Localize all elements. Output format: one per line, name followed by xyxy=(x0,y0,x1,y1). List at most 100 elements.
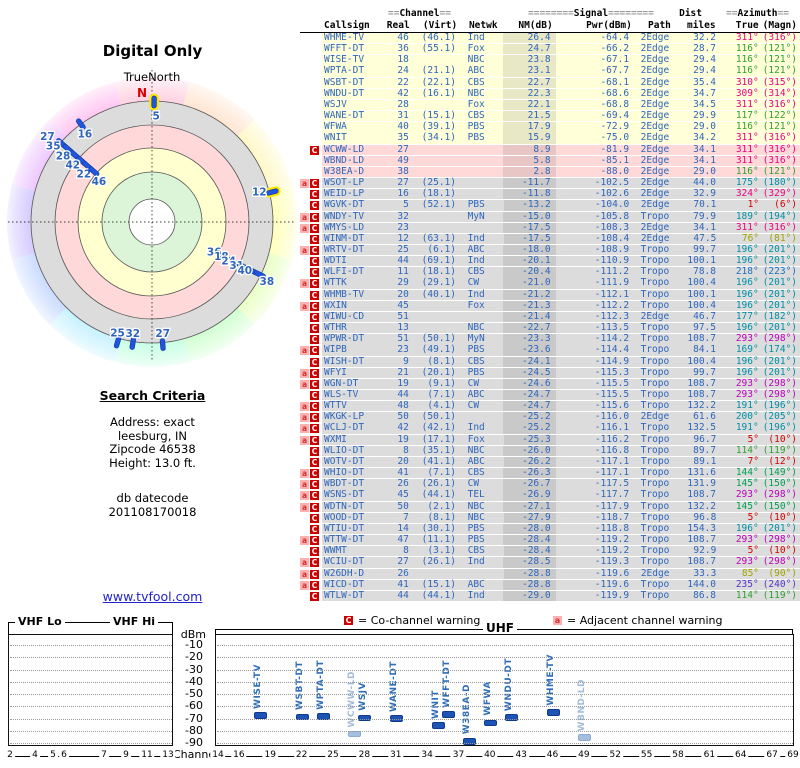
radar-marker: 32 xyxy=(124,327,141,350)
cell-sp2 xyxy=(629,357,637,367)
search-address: Address: exact xyxy=(110,415,195,429)
cell-mg: (150°) xyxy=(762,500,798,512)
cell-mg: (316°) xyxy=(762,143,798,155)
cell-virt: (29.1) xyxy=(421,277,456,289)
row-cells: WCIU-DT 27 (26.1) Ind -28.5 -119.3 Tropo 108.7 2… xyxy=(322,557,800,568)
cell-mi: 99.7 xyxy=(693,366,716,378)
row-cells: WWMT 8 (3.1) CBS -28.4 -119.2 Tropo 92.9 5° (10°) xyxy=(322,545,800,557)
cell-real: 23 xyxy=(397,344,409,356)
cell-sp2 xyxy=(629,100,637,110)
cell-real: 44 xyxy=(397,255,409,267)
cell-mi: 100.1 xyxy=(687,288,716,300)
marker-channel-label: 5 xyxy=(152,111,159,123)
marker-channel-label: 18 xyxy=(214,251,229,263)
cell-net: PBS xyxy=(467,366,485,378)
cell-net: MyN xyxy=(467,333,485,345)
cell-tr: 196° xyxy=(735,522,759,534)
dbm-axis-label: dBm xyxy=(180,628,206,641)
cell-real: 14 xyxy=(397,522,409,534)
table-header: ==Channel== ========Signal======== Dist … xyxy=(300,8,800,33)
cell-sp2 xyxy=(629,457,637,467)
cell-mi: 97.5 xyxy=(693,322,716,334)
cell-sp2 xyxy=(629,524,637,534)
cell-sp2 xyxy=(629,591,637,601)
cell-path: Tropo xyxy=(640,467,670,479)
cell-mi: 70.1 xyxy=(693,199,717,211)
cell-pwr: -117.1 xyxy=(594,455,630,467)
cell-path: 2Edge xyxy=(640,32,670,43)
cell-pwr: -119.6 xyxy=(594,578,630,590)
uhf-channel-tick: 40 xyxy=(482,750,498,760)
co-channel-legend: C = Co-channel warning xyxy=(344,614,480,627)
cell-pwr: -67.1 xyxy=(600,54,630,66)
cell-path: Tropo xyxy=(640,589,670,601)
cell-path: Tropo xyxy=(640,500,670,512)
cell-nm: 17.9 xyxy=(503,121,556,133)
row-cells: WSOT-LP 27 (25.1) -11.7 -102.5 2Edge 44.0 175°(… xyxy=(322,177,800,189)
cell-mi: 34.5 xyxy=(693,98,716,110)
channel-axis-label: Channel xyxy=(173,748,219,761)
cell-pwr: -72.9 xyxy=(600,121,630,133)
cell-call: WXIN xyxy=(324,299,347,311)
cell-sp2 xyxy=(629,312,637,322)
cell-mi: 108.7 xyxy=(687,489,716,501)
table-row: a C WICD-DT 41 (15.1) ABC -28.8 -119.6 Tropo 144.… xyxy=(300,578,800,591)
cell-net: CBS xyxy=(467,110,485,122)
db-datecode-label: db datecode xyxy=(116,491,189,505)
cell-mg: (201°) xyxy=(762,243,798,255)
cell-path: 2Edge xyxy=(640,76,670,88)
cell-virt: (9.1) xyxy=(427,377,456,389)
cell-virt: (50.1) xyxy=(421,333,456,345)
cell-mg: (194°) xyxy=(762,210,798,222)
cell-nm: -21.2 xyxy=(503,289,556,300)
marker-bar xyxy=(151,95,157,109)
co-channel-marker: C xyxy=(310,301,319,311)
cell-pwr: -68.1 xyxy=(600,76,630,88)
adjacent-channel-marker: a xyxy=(300,569,309,579)
gridline xyxy=(216,645,793,646)
cell-mg: (201°) xyxy=(762,322,798,334)
cell-nm: -24.1 xyxy=(503,356,556,367)
cell-real: 50 xyxy=(397,500,409,512)
cell-mg: (298°) xyxy=(762,389,798,400)
spectrum-point xyxy=(442,711,455,718)
cell-tr: 309° xyxy=(735,87,759,99)
tvfool-link[interactable]: www.tvfool.com xyxy=(102,589,203,604)
cell-sp2 xyxy=(629,245,637,255)
co-channel-marker: C xyxy=(310,234,319,244)
cell-nm: 15.9 xyxy=(503,133,556,144)
row-cells: WXMI 19 (17.1) Fox -25.3 -116.2 Tropo 96.7 5° (10… xyxy=(322,434,800,445)
cell-nm: -28.4 xyxy=(503,545,556,557)
cell-tr: 145° xyxy=(735,500,759,512)
co-channel-marker: C xyxy=(310,145,319,155)
radar-marker: 16 xyxy=(76,118,93,142)
cell-path: 2Edge xyxy=(640,177,670,189)
co-channel-marker: C xyxy=(310,257,319,267)
row-cells: WNIT 35 (34.1) PBS 15.9 -75.0 2Edge 34.2 311° (31… xyxy=(322,132,800,144)
cell-call: WDTN-DT xyxy=(324,500,365,512)
table-rows: WHME-TV 46 (46.1) Ind 26.4 -64.4 2Edge 32.2 311°… xyxy=(300,32,800,602)
gridline xyxy=(216,743,793,744)
cell-path: 2Edge xyxy=(640,310,670,322)
table-row: C WEID-LP 16 (18.1) -11.8 -102.6 2Edge 32.9 324°… xyxy=(300,188,800,200)
cell-tr: 145° xyxy=(735,478,759,490)
cell-path: Tropo xyxy=(640,444,670,456)
cell-pwr: -114.2 xyxy=(594,333,630,345)
cell-mg: (174°) xyxy=(762,344,798,356)
co-channel-marker: C xyxy=(310,179,319,189)
search-height: Height: 13.0 ft. xyxy=(109,455,196,470)
cell-virt: (8.1) xyxy=(427,355,456,367)
cell-pwr: -117.1 xyxy=(594,467,630,479)
cell-net: Ind xyxy=(467,589,485,601)
table-row: WNIT 35 (34.1) PBS 15.9 -75.0 2Edge 34.2 311° (31… xyxy=(300,133,800,144)
cell-virt: (4.1) xyxy=(427,400,456,412)
cell-mi: 78.8 xyxy=(693,266,716,278)
cell-real: 27 xyxy=(397,143,409,155)
cell-call: WTTV xyxy=(324,400,347,412)
cell-tr: 116° xyxy=(735,65,759,77)
cell-pwr: -113.5 xyxy=(594,322,630,334)
row-cells: WNDY-TV 32 MyN -15.0 -105.8 Tropo 79.9 189° (194… xyxy=(322,210,800,222)
row-cells: WPWR-DT 51 (50.1) MyN -23.3 -114.2 Tropo 108.7 2… xyxy=(322,333,800,345)
marker-bar xyxy=(129,337,137,350)
cell-virt: (34.1) xyxy=(421,132,456,144)
